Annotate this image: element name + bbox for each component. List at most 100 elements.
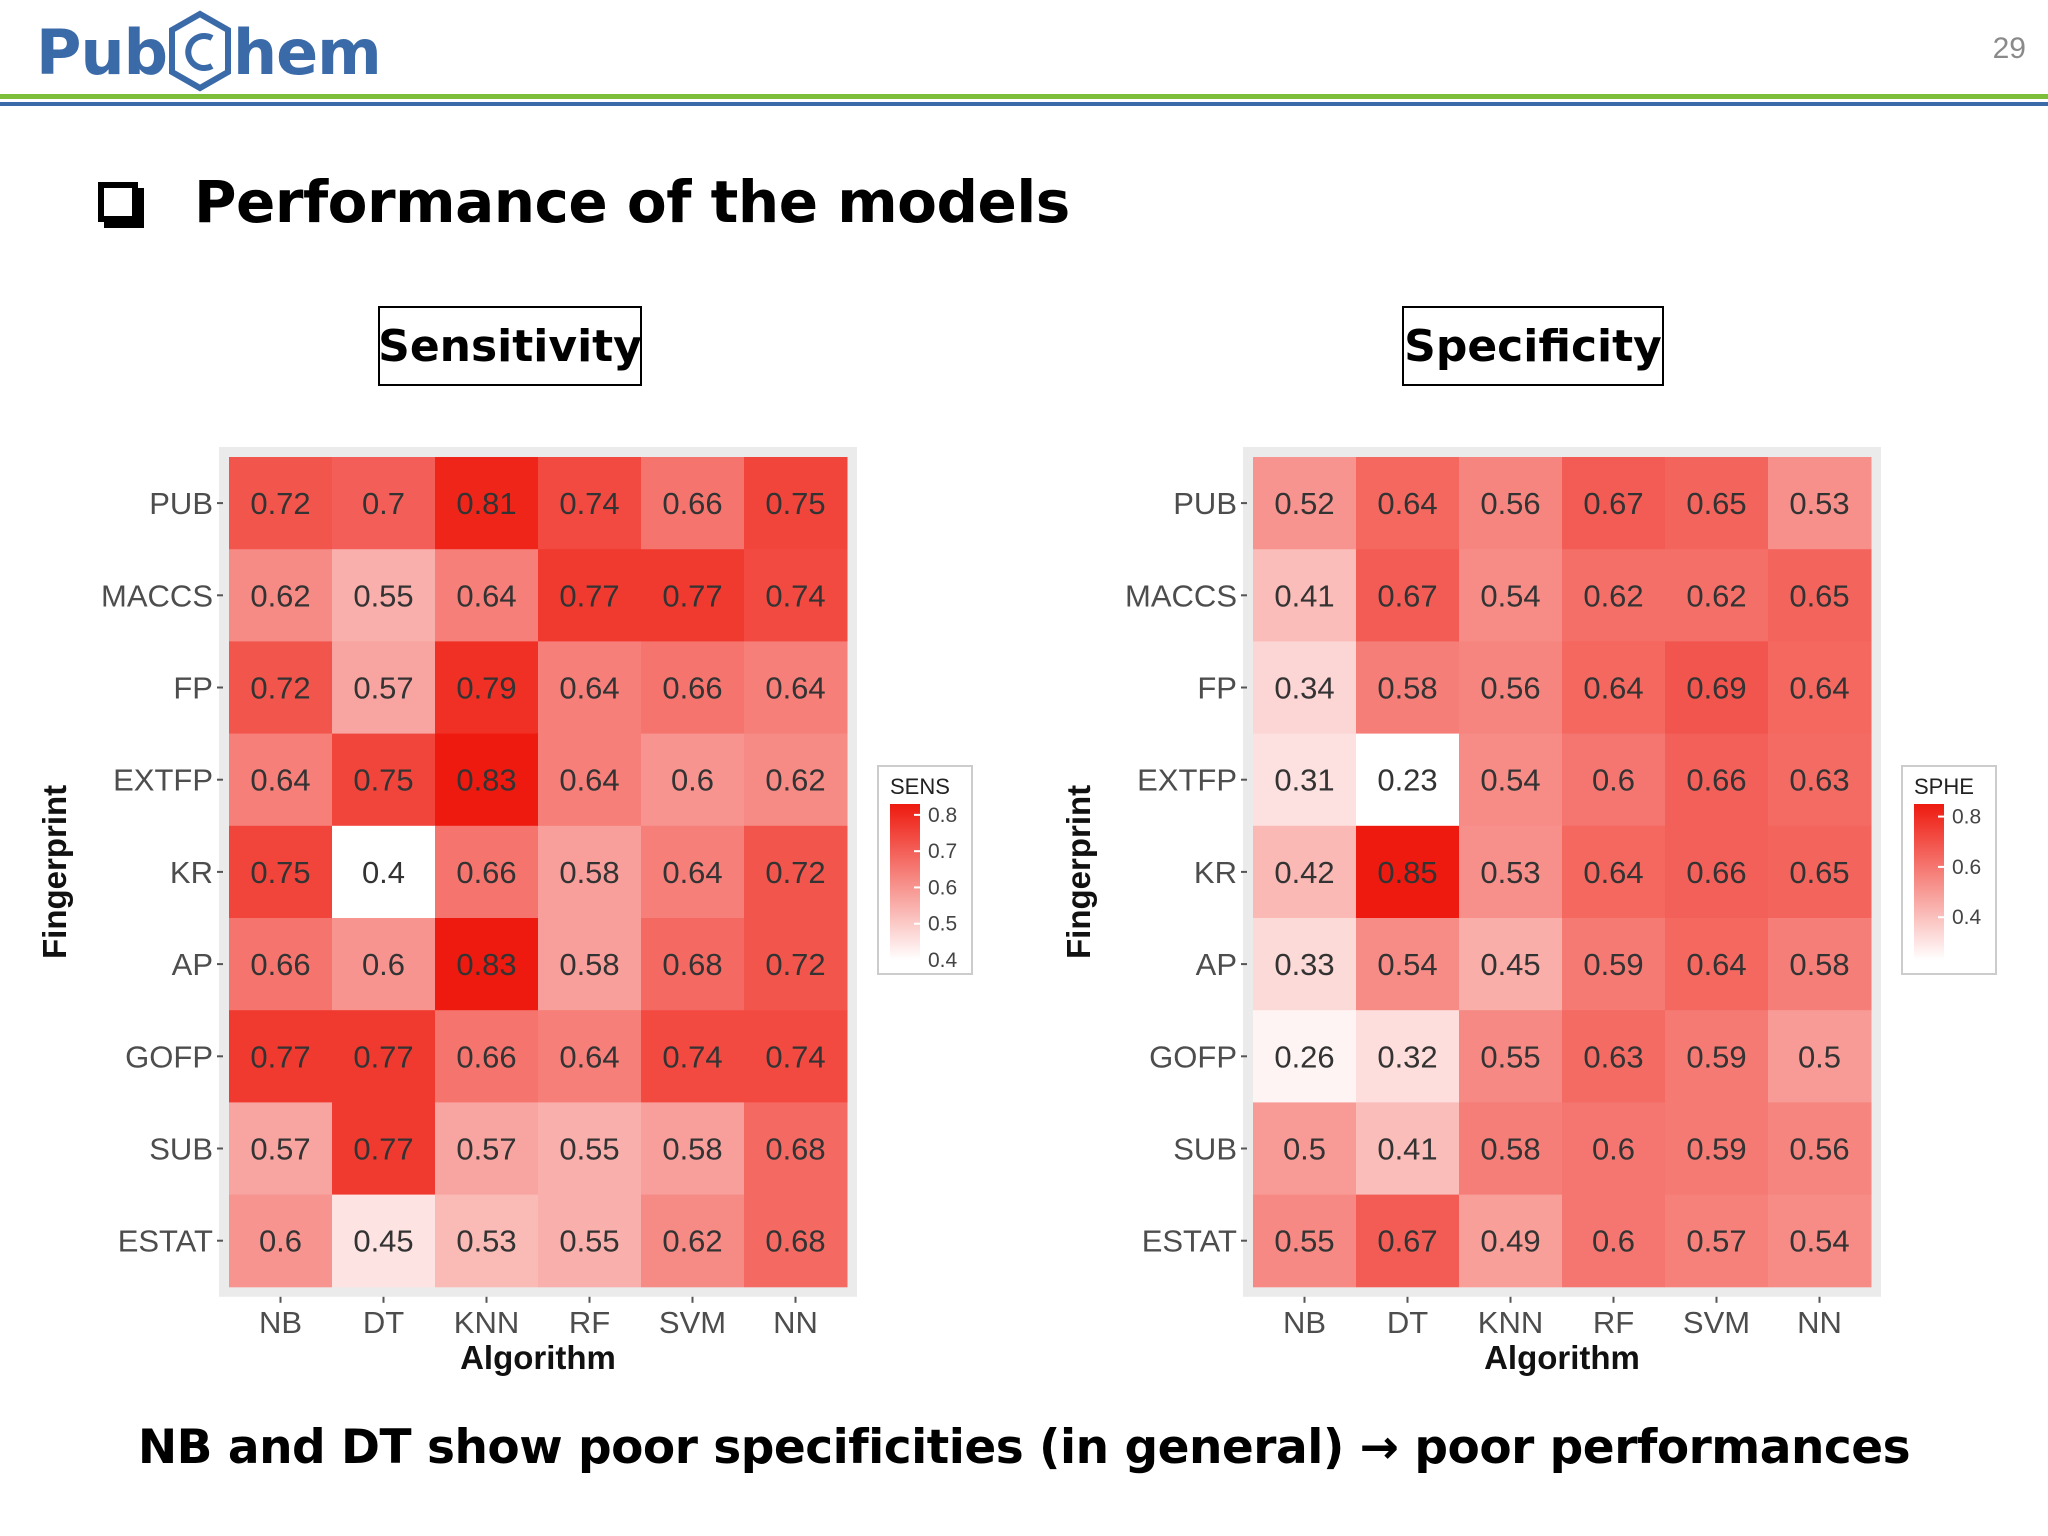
heatmap-cell <box>1768 1010 1872 1103</box>
heatmap-cell <box>1356 1010 1460 1103</box>
cell-value-label: 0.69 <box>1686 671 1746 706</box>
cell-value-label: 0.54 <box>1480 763 1540 798</box>
y-tick-label: AP <box>172 947 213 982</box>
heatmap-cell <box>1562 457 1666 550</box>
cell-value-label: 0.77 <box>353 1132 413 1167</box>
x-axis-title: Algorithm <box>1484 1339 1640 1376</box>
heatmap-cell <box>1253 1010 1357 1103</box>
heatmap-cell <box>641 1010 745 1103</box>
heatmap-cell <box>1562 549 1666 642</box>
cell-value-label: 0.83 <box>456 763 516 798</box>
x-tick-label: DT <box>1387 1305 1428 1340</box>
x-axis-title: Algorithm <box>460 1339 616 1376</box>
y-tick-label: EXTFP <box>1137 763 1237 798</box>
heatmap-cell <box>332 1010 436 1103</box>
heatmap-cell <box>1562 825 1666 919</box>
heatmap-cell <box>744 825 848 919</box>
cell-value-label: 0.77 <box>662 578 722 613</box>
cell-value-label: 0.62 <box>1686 578 1746 613</box>
legend-title: SPHE <box>1914 774 1974 799</box>
heatmap-cell <box>1768 1194 1872 1288</box>
heatmap-cell <box>435 641 539 735</box>
x-tick-label: RF <box>1593 1305 1634 1340</box>
cell-value-label: 0.77 <box>559 578 619 613</box>
cell-value-label: 0.63 <box>1789 763 1849 798</box>
cell-value-label: 0.6 <box>1592 763 1635 798</box>
cell-value-label: 0.4 <box>362 855 405 890</box>
cell-value-label: 0.52 <box>1274 486 1334 521</box>
heatmap-cell <box>641 549 745 642</box>
cell-value-label: 0.68 <box>662 947 722 982</box>
cell-value-label: 0.72 <box>765 855 825 890</box>
heatmap-cell <box>641 733 745 827</box>
legend-tick-label: 0.4 <box>1952 906 1982 929</box>
cell-value-label: 0.67 <box>1377 1224 1437 1259</box>
cell-value-label: 0.79 <box>456 671 516 706</box>
slide-heading: Performance of the models <box>98 168 1070 236</box>
heatmap-cell <box>435 1102 539 1196</box>
cell-value-label: 0.66 <box>456 1039 516 1074</box>
cell-value-label: 0.64 <box>1789 671 1849 706</box>
heatmap-cell <box>332 825 436 919</box>
cell-value-label: 0.55 <box>559 1224 619 1259</box>
heatmap-cell <box>538 549 642 642</box>
y-axis-title: Fingerprint <box>1060 785 1097 959</box>
y-tick-label: SUB <box>1173 1132 1237 1167</box>
cell-value-label: 0.31 <box>1274 763 1334 798</box>
cell-value-label: 0.53 <box>1789 486 1849 521</box>
heatmap-cell <box>435 1010 539 1103</box>
y-tick-label: PUB <box>1173 486 1237 521</box>
cell-value-label: 0.58 <box>559 855 619 890</box>
heatmap-cell <box>1356 918 1460 1011</box>
heatmap-cell <box>1253 549 1357 642</box>
legend-tick-label: 0.4 <box>928 949 958 972</box>
cell-value-label: 0.66 <box>662 671 722 706</box>
heatmap-cell <box>744 457 848 550</box>
pubchem-logo[interactable]: Pub hem <box>36 6 382 98</box>
heatmap-cell <box>744 733 848 827</box>
heatmap-cell <box>1665 733 1769 827</box>
cell-value-label: 0.65 <box>1686 486 1746 521</box>
cell-value-label: 0.67 <box>1377 578 1437 613</box>
y-tick-label: MACCS <box>1125 578 1237 613</box>
sensitivity-panel-title: Sensitivity <box>378 306 642 386</box>
heatmap-cell <box>435 918 539 1011</box>
heatmap-cell <box>1665 1010 1769 1103</box>
heatmap-cell <box>229 918 333 1011</box>
heatmap-cell <box>229 549 333 642</box>
heatmap-cell <box>1562 733 1666 827</box>
cell-value-label: 0.64 <box>250 763 310 798</box>
cell-value-label: 0.54 <box>1789 1224 1849 1259</box>
cell-value-label: 0.45 <box>353 1224 413 1259</box>
heatmap-cell <box>332 1194 436 1288</box>
heatmap-cell <box>1665 457 1769 550</box>
cell-value-label: 0.85 <box>1377 855 1437 890</box>
cell-value-label: 0.64 <box>765 671 825 706</box>
legend-tick-label: 0.6 <box>1952 856 1981 879</box>
x-tick-label: RF <box>569 1305 610 1340</box>
heatmap-cell <box>538 733 642 827</box>
heatmap-cell <box>1562 641 1666 735</box>
cell-value-label: 0.64 <box>1686 947 1746 982</box>
page-number: 29 <box>1992 32 2026 65</box>
heatmap-cell <box>229 733 333 827</box>
cell-value-label: 0.64 <box>662 855 722 890</box>
heatmap-cell <box>332 918 436 1011</box>
heatmap-cell <box>1356 1102 1460 1196</box>
heatmap-cell <box>538 825 642 919</box>
heatmap-cell <box>229 457 333 550</box>
heatmap-cell <box>641 1194 745 1288</box>
heatmap-cell <box>538 918 642 1011</box>
cell-value-label: 0.41 <box>1274 578 1334 613</box>
cell-value-label: 0.66 <box>1686 855 1746 890</box>
heatmap-cell <box>1768 641 1872 735</box>
heatmap-cell <box>1665 1194 1769 1288</box>
heatmap-cell <box>1253 1194 1357 1288</box>
heatmap-cell <box>744 1194 848 1288</box>
heatmap-cell <box>229 825 333 919</box>
heatmap-cell <box>1459 733 1563 827</box>
heatmap-cell <box>1562 918 1666 1011</box>
y-tick-label: ESTAT <box>1142 1224 1237 1259</box>
cell-value-label: 0.56 <box>1789 1132 1849 1167</box>
y-tick-label: ESTAT <box>118 1224 213 1259</box>
